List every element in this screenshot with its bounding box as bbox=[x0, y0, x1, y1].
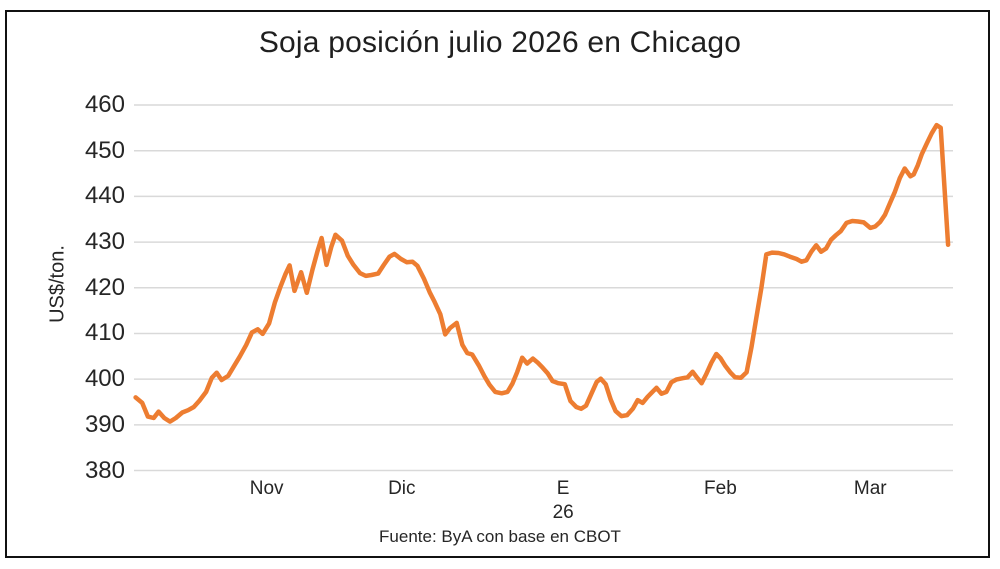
x-tick-label: Mar bbox=[853, 478, 887, 499]
y-tick-label: 400 bbox=[84, 365, 125, 393]
y-tick-label: 390 bbox=[84, 410, 125, 438]
x-tick-label: Dic bbox=[388, 478, 416, 499]
chart-border bbox=[5, 10, 990, 558]
y-tick-label: 410 bbox=[84, 319, 125, 347]
x-tick-label: Feb bbox=[704, 478, 737, 499]
y-tick-label: 430 bbox=[84, 228, 125, 256]
y-tick-label: 450 bbox=[84, 136, 125, 164]
source-note: Fuente: ByA con base en CBOT bbox=[379, 527, 621, 546]
y-tick-label: 420 bbox=[84, 273, 125, 301]
price-line bbox=[133, 122, 951, 424]
y-tick-label: 380 bbox=[84, 456, 125, 484]
x-tick-label: Nov bbox=[249, 478, 284, 499]
y-tick-label: 440 bbox=[84, 182, 125, 210]
y-tick-label: 460 bbox=[84, 91, 125, 118]
chart-title: Soja posición julio 2026 en Chicago bbox=[258, 26, 742, 59]
x-tick-sublabel: 26 bbox=[552, 502, 574, 523]
x-tick-label: E bbox=[556, 478, 570, 499]
